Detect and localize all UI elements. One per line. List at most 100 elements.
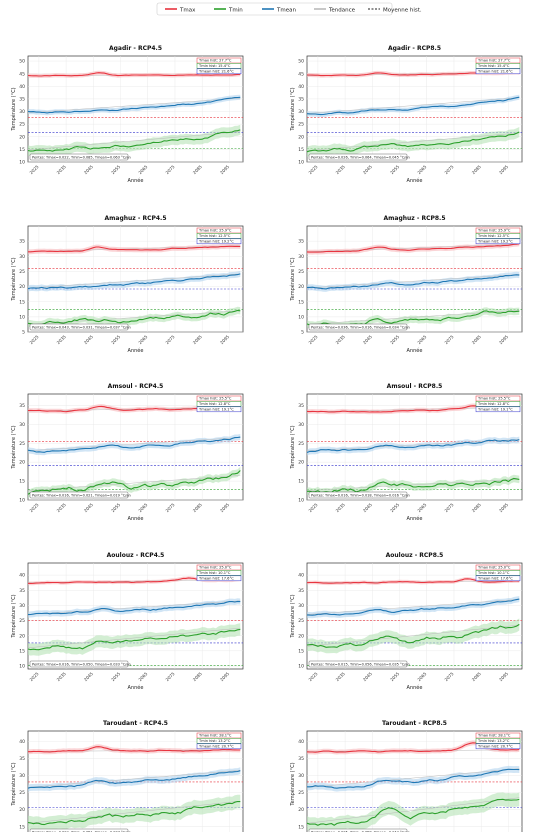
hist-box-frame <box>196 570 242 576</box>
y-tick-label: 25 <box>298 441 304 447</box>
y-tick-label: 35 <box>298 239 304 245</box>
y-tick-label: 40 <box>19 573 25 579</box>
y-tick-label: 25 <box>298 122 304 128</box>
series-line-tmin <box>27 470 241 495</box>
hist-box-frame <box>475 570 521 576</box>
chart-panel: Taroudant - RCP4.51520253035402025203520… <box>10 720 244 832</box>
hist-box-frame <box>196 743 242 750</box>
x-tick-label: 2055 <box>110 334 121 345</box>
trend-line-tmin <box>306 132 520 151</box>
hist-box-label: Tmin hist: 10.1°C <box>198 571 231 575</box>
hist-box-label: Tmin hist: 12.5°C <box>477 234 510 238</box>
hist-box-frame <box>475 238 521 245</box>
x-tick-label: 2075 <box>444 502 455 513</box>
y-axis-label: Température (°C) <box>289 762 296 806</box>
series-band-tmin <box>28 623 241 656</box>
x-tick-label: 2035 <box>56 502 67 513</box>
hist-box-frame <box>196 575 242 582</box>
y-axis-label: Température (°C) <box>289 594 296 638</box>
series-line-tmin <box>306 131 520 153</box>
x-axis-label: Année <box>128 684 144 691</box>
y-tick-label: 20 <box>19 460 25 466</box>
y-tick-label: 35 <box>298 588 304 594</box>
x-tick-label: 2035 <box>335 334 346 345</box>
x-tick-label: 2055 <box>389 502 400 513</box>
hist-box-frame <box>475 63 521 69</box>
series-line-tmin <box>27 309 241 326</box>
hist-box-frame <box>196 63 242 69</box>
y-tick-label: 5 <box>22 330 25 336</box>
y-axis-label: Température (°C) <box>289 87 296 131</box>
trend-line-tmin <box>27 627 241 649</box>
y-tick-label: 20 <box>298 460 304 466</box>
y-tick-label: 20 <box>19 807 25 813</box>
y-tick-label: 25 <box>19 269 25 275</box>
series-line-tmax <box>28 746 241 753</box>
y-tick-label: 20 <box>19 134 25 140</box>
y-tick-label: 50 <box>298 59 304 65</box>
y-axis-label: Température (°C) <box>10 762 17 806</box>
slope-box-frame <box>308 323 408 331</box>
series-band-tmax <box>28 243 241 255</box>
series-band-tmean <box>28 434 241 456</box>
hist-box-label: Tmean hist: 19.1°C <box>198 408 234 412</box>
trend-line-tmean <box>306 97 520 114</box>
x-tick-label: 2075 <box>165 671 176 682</box>
y-tick-label: 10 <box>19 314 25 320</box>
hist-box-label: Tmax hist: 25.0°C <box>198 566 232 570</box>
series-line-tmin <box>306 623 520 648</box>
x-tick-label: 2095 <box>219 502 230 513</box>
y-tick-label: 20 <box>298 633 304 639</box>
y-tick-label: 25 <box>19 790 25 796</box>
y-tick-label: 30 <box>19 109 25 115</box>
panel-title: Amsoul - RCP8.5 <box>387 383 443 390</box>
slope-box-text: Pentes: Tmax=0.022, Tmin=0.051, Tmean=0.… <box>32 830 131 832</box>
y-tick-label: 40 <box>298 573 304 579</box>
y-tick-label: 30 <box>298 773 304 779</box>
hist-box-label: Tmean hist: 19.1°C <box>477 408 513 412</box>
hist-box-label: Tmax hist: 28.1°C <box>198 734 232 738</box>
panel-title: Amaghuz - RCP8.5 <box>384 215 446 222</box>
series-line-tmin <box>306 798 520 826</box>
trend-line-tmin <box>27 310 241 325</box>
x-tick-label: 2045 <box>83 671 94 682</box>
hist-box-frame <box>196 738 242 744</box>
y-tick-label: 20 <box>19 633 25 639</box>
series-band-tmean <box>28 598 241 618</box>
y-tick-label: 5 <box>301 330 304 336</box>
series-line-tmean <box>27 770 241 789</box>
hist-box-frame <box>475 732 521 739</box>
hist-box-label: Tmin hist: 12.8°C <box>477 402 510 406</box>
x-tick-label: 2075 <box>165 164 176 175</box>
x-tick-label: 2075 <box>444 671 455 682</box>
x-tick-label: 2025 <box>308 164 319 175</box>
panel-title: Taroudant - RCP4.5 <box>103 720 168 727</box>
x-tick-label: 2025 <box>29 164 40 175</box>
x-tick-label: 2045 <box>362 671 373 682</box>
x-tick-label: 2095 <box>498 334 509 345</box>
y-tick-label: 35 <box>19 588 25 594</box>
x-tick-label: 2095 <box>498 671 509 682</box>
hist-box-frame <box>475 743 521 750</box>
hist-box-label: Tmin hist: 15.4°C <box>198 64 231 68</box>
y-tick-label: 25 <box>19 122 25 128</box>
y-tick-label: 30 <box>298 254 304 260</box>
series-line-tmin <box>27 800 241 826</box>
y-tick-label: 10 <box>298 664 304 670</box>
hist-box-frame <box>475 233 521 239</box>
hist-box-label: Tmax hist: 27.7°C <box>198 59 232 63</box>
x-tick-label: 2025 <box>308 671 319 682</box>
x-tick-label: 2075 <box>165 334 176 345</box>
y-tick-label: 15 <box>19 648 25 654</box>
series-line-tmean <box>306 439 520 454</box>
y-axis-label: Température (°C) <box>10 257 17 301</box>
x-tick-label: 2025 <box>29 671 40 682</box>
legend-label-3: Tmean <box>276 8 296 14</box>
hist-box-label: Tmin hist: 15.4°C <box>477 64 510 68</box>
hist-box-label: Tmean hist: 20.7°C <box>198 745 234 749</box>
